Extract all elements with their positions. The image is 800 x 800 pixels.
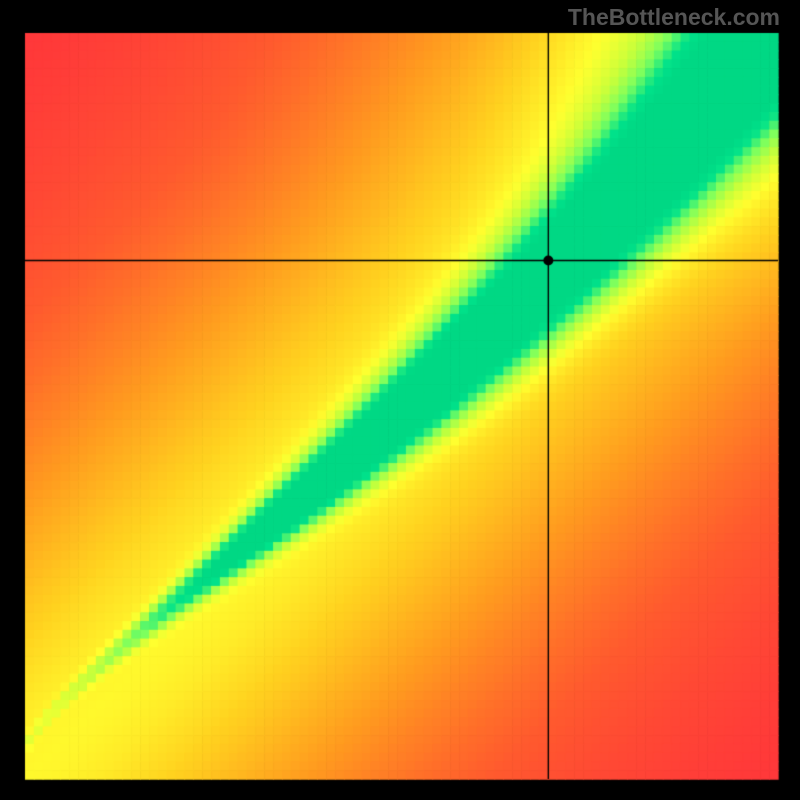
watermark-text: TheBottleneck.com <box>568 4 780 31</box>
bottleneck-heatmap <box>0 0 800 800</box>
chart-container: TheBottleneck.com <box>0 0 800 800</box>
